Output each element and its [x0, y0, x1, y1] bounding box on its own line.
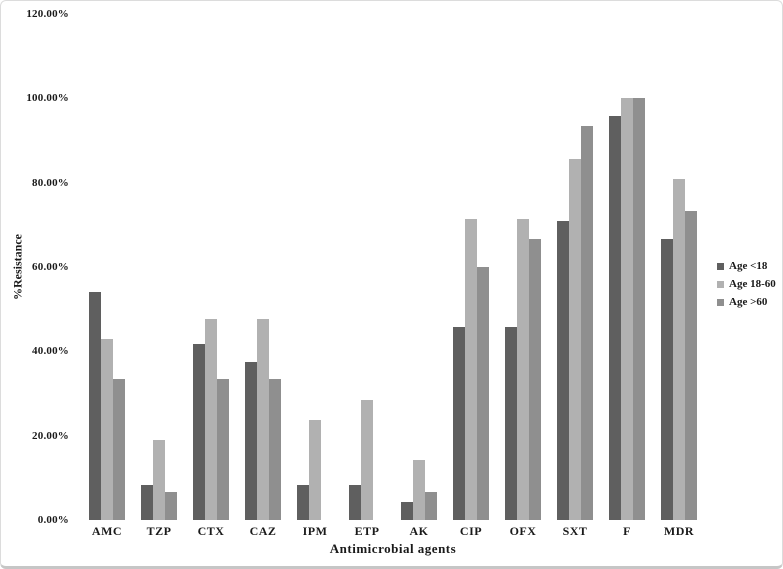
bar-group: [185, 14, 237, 520]
x-tick-label: SXT: [562, 524, 588, 538]
bar: [477, 267, 489, 520]
legend: Age <18 Age 18-60 Age >60: [717, 257, 776, 311]
legend-swatch-icon: [717, 280, 724, 288]
bar: [673, 178, 685, 520]
bar: [453, 326, 465, 520]
bar: [245, 361, 257, 520]
bar: [113, 379, 125, 520]
bar: [141, 484, 153, 520]
bar-group: [445, 14, 497, 520]
x-tick-label: CTX: [197, 524, 225, 538]
legend-swatch-icon: [717, 262, 724, 270]
y-tick-label: 20.00%: [32, 429, 69, 442]
bar: [205, 319, 217, 520]
bar: [661, 238, 673, 520]
bar-group: [237, 14, 289, 520]
x-axis-title: Antimicrobial agents: [329, 541, 457, 556]
legend-label: Age 18-60: [729, 278, 776, 290]
y-axis-ticks: 120.00% 100.00% 80.00% 60.00% 40.00% 20.00% 0.…: [1, 1, 71, 566]
bar: [193, 344, 205, 520]
legend-label: Age >60: [729, 296, 768, 308]
x-tick-label: F: [623, 524, 631, 538]
legend-swatch-icon: [717, 298, 724, 306]
bar: [349, 484, 361, 520]
bar: [529, 238, 541, 520]
x-tick-label: TZP: [146, 524, 172, 538]
bar: [685, 210, 697, 520]
legend-item: Age 18-60: [717, 275, 776, 293]
x-tick-label: AMC: [91, 524, 123, 538]
bar: [165, 491, 177, 520]
bar: [269, 379, 281, 520]
bar-group: [549, 14, 601, 520]
y-tick-label: 40.00%: [32, 345, 69, 358]
x-tick-label: OFX: [509, 524, 537, 538]
y-tick-label: 0.00%: [37, 514, 69, 526]
y-tick-label: 80.00%: [32, 176, 69, 189]
bar-group: [133, 14, 185, 520]
bar-group: [289, 14, 341, 520]
bar: [581, 126, 593, 520]
bar: [569, 158, 581, 520]
bar: [361, 399, 373, 520]
bar: [413, 459, 425, 520]
bar: [505, 326, 517, 520]
bar-group: [601, 14, 653, 520]
bar: [309, 419, 321, 520]
legend-item: Age >60: [717, 293, 776, 311]
bar-group: [497, 14, 549, 520]
legend-item: Age <18: [717, 257, 776, 275]
bar: [425, 491, 437, 520]
x-tick-label: AK: [409, 524, 429, 538]
x-axis-labels: AMC TZP CTX CAZ IPM ETP AK CIP OFX SXT F MDR: [81, 524, 705, 539]
bar: [153, 439, 165, 520]
bar: [633, 98, 645, 520]
x-tick-label: CAZ: [249, 524, 277, 538]
x-tick-label: ETP: [354, 524, 380, 538]
bar-group: [393, 14, 445, 520]
bar-group: [81, 14, 133, 520]
bar: [89, 291, 101, 520]
y-tick-label: 120.00%: [26, 8, 69, 20]
bar-group: [341, 14, 393, 520]
x-tick-label: CIP: [459, 524, 483, 538]
bar-group: [653, 14, 705, 520]
bar: [297, 484, 309, 520]
bar: [217, 379, 229, 520]
y-tick-label: 100.00%: [26, 92, 69, 105]
bar: [517, 218, 529, 520]
bar: [621, 98, 633, 520]
y-tick-label: 60.00%: [32, 261, 69, 273]
plot-area: [81, 14, 705, 520]
x-tick-label: MDR: [663, 524, 695, 538]
bar: [557, 221, 569, 520]
legend-label: Age <18: [729, 260, 768, 272]
bar: [401, 502, 413, 520]
bar: [101, 339, 113, 520]
bar: [257, 319, 269, 520]
bar: [465, 218, 477, 520]
x-tick-label: IPM: [302, 524, 328, 538]
bar: [609, 115, 621, 520]
